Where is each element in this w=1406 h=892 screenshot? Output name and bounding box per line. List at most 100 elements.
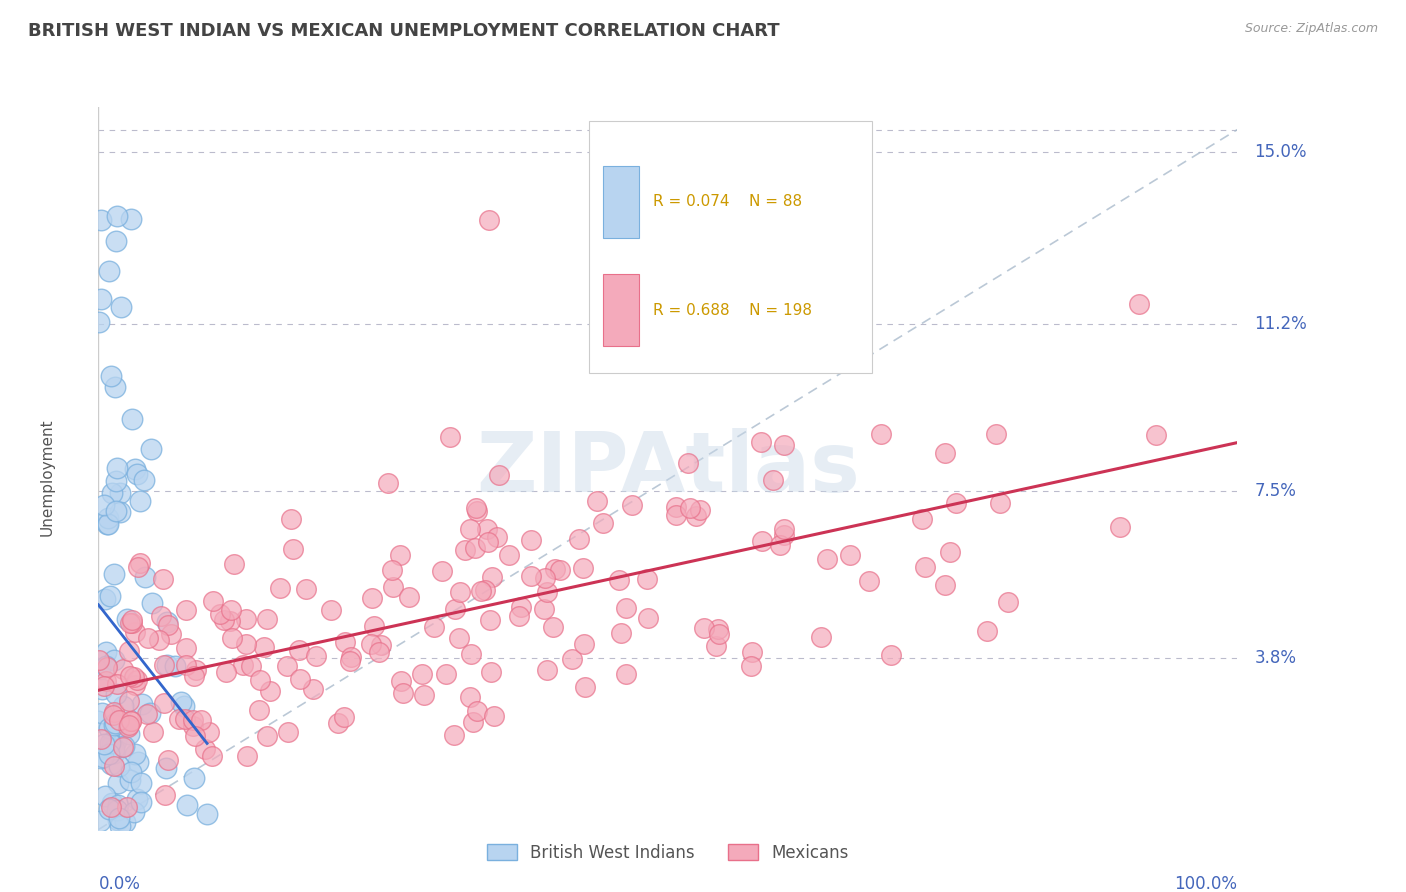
Point [105,687,128,701]
Point [198,724,221,739]
Point [939,544,962,558]
Point [118,615,141,630]
Point [104,716,127,731]
Point [465,704,488,718]
Point [461,714,484,729]
Point [124,747,146,761]
Point [256,729,278,743]
Point [464,501,486,516]
Point [219,603,242,617]
Point [195,807,218,822]
Point [94,645,117,659]
Text: R = 0.074    N = 88: R = 0.074 N = 88 [652,194,803,210]
Point [90,213,112,227]
Point [153,788,176,802]
Point [1144,427,1167,442]
Point [176,602,198,616]
Point [117,720,139,734]
Point [141,596,163,610]
Point [221,631,243,645]
Point [460,522,482,536]
Point [1109,520,1132,534]
Point [120,714,142,729]
Point [488,467,510,482]
Point [110,300,132,314]
Point [685,509,707,524]
Text: BRITISH WEST INDIAN VS MEXICAN UNEMPLOYMENT CORRELATION CHART: BRITISH WEST INDIAN VS MEXICAN UNEMPLOYM… [28,22,780,40]
Point [118,643,141,657]
Point [449,584,471,599]
Point [269,581,291,595]
Point [125,792,148,806]
Point [115,611,138,625]
Point [335,634,357,648]
Point [360,637,382,651]
Point [120,669,142,683]
Point [97,516,120,531]
Point [224,558,246,572]
Point [302,681,325,696]
Point [326,715,349,730]
Point [125,467,148,481]
Point [339,654,361,668]
Point [288,643,311,657]
Point [290,672,312,686]
Point [464,541,486,555]
Point [815,552,838,566]
Point [97,721,120,735]
Point [689,503,711,517]
Point [707,622,730,636]
Point [247,703,270,717]
Point [295,582,318,597]
Point [105,461,128,475]
Point [174,712,197,726]
Point [103,653,125,667]
Point [769,537,792,551]
Point [94,658,117,673]
Point [574,637,596,651]
Point [810,630,832,644]
Text: R = 0.688    N = 198: R = 0.688 N = 198 [652,302,813,318]
Point [103,759,125,773]
Point [108,819,131,833]
Point [93,679,115,693]
Point [156,658,179,673]
Point [432,564,454,578]
Point [706,280,728,294]
Point [541,620,564,634]
Point [90,292,112,306]
Point [173,698,195,713]
Point [277,725,299,739]
Point [574,681,596,695]
Point [129,556,152,570]
Point [620,499,643,513]
Point [183,771,205,785]
Point [93,498,115,512]
Point [465,504,488,518]
Point [91,750,114,764]
Point [115,800,138,814]
Point [157,753,180,767]
Point [156,615,179,629]
Point [118,773,141,788]
Point [112,739,135,753]
Point [508,608,530,623]
Point [215,665,238,679]
Point [155,761,177,775]
Point [676,456,699,470]
Point [411,666,433,681]
Point [153,657,176,672]
Text: 7.5%: 7.5% [1254,482,1296,500]
Point [107,797,129,812]
Text: Unemployment: Unemployment [39,418,55,536]
Point [132,473,155,487]
Point [914,560,936,574]
Point [458,690,481,705]
Point [235,612,257,626]
Point [568,532,591,546]
Point [614,667,637,681]
Point [934,578,956,592]
Point [460,647,482,661]
Point [474,582,496,597]
Point [111,699,134,714]
